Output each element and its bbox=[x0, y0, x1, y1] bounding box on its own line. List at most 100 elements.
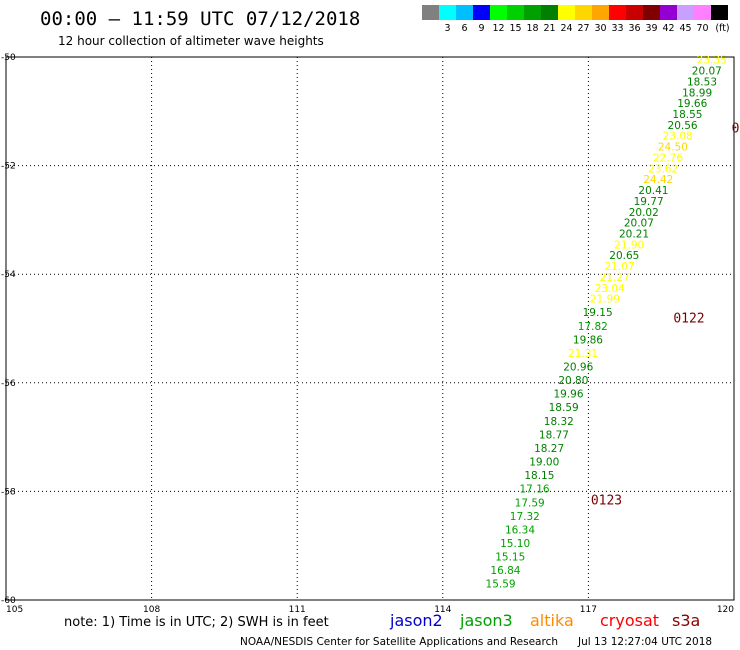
wave-height-value: 18.15 bbox=[524, 470, 554, 482]
satellite-legend-entry: cryosat bbox=[600, 611, 659, 630]
pass-number-label: 0123 bbox=[591, 494, 622, 509]
satellite-legend-entry: altika bbox=[530, 611, 574, 630]
wave-height-value: 22.76 bbox=[653, 152, 683, 164]
color-scale-label: 42 bbox=[662, 23, 674, 34]
color-swatch bbox=[694, 5, 711, 20]
color-swatch bbox=[473, 5, 490, 20]
wave-height-value: 20.56 bbox=[668, 120, 698, 132]
footer-timestamp: Jul 13 12:27:04 UTC 2018 bbox=[577, 636, 712, 648]
y-tick-label: -58 bbox=[1, 487, 16, 497]
color-scale-label: 45 bbox=[679, 23, 691, 34]
color-scale-label: 27 bbox=[577, 23, 589, 34]
plot-area bbox=[5, 56, 735, 601]
wave-height-value: 20.02 bbox=[629, 207, 659, 219]
x-tick-label: 105 bbox=[6, 605, 23, 615]
color-swatch bbox=[677, 5, 694, 20]
x-tick-label: 108 bbox=[143, 605, 160, 615]
chart-subtitle: 12 hour collection of altimeter wave hei… bbox=[58, 34, 324, 48]
wave-height-value: 18.53 bbox=[687, 76, 717, 88]
color-scale-label: (ft) bbox=[715, 23, 729, 34]
wave-height-value: 23.35 bbox=[697, 55, 727, 67]
wave-height-value: 16.84 bbox=[490, 565, 520, 577]
wave-height-value: 24.42 bbox=[643, 174, 673, 186]
color-scale-label: 12 bbox=[492, 23, 504, 34]
color-scale-label: 9 bbox=[478, 23, 484, 34]
satellite-legend: jason2 jason3 altika cryosat s3a bbox=[389, 611, 700, 630]
x-tick-label: 111 bbox=[289, 605, 306, 615]
wave-height-value: 15.10 bbox=[500, 538, 530, 550]
satellite-legend-entry: jason3 bbox=[459, 611, 513, 630]
wave-height-value: 19.86 bbox=[573, 334, 603, 346]
wave-height-value: 20.96 bbox=[563, 362, 593, 374]
color-swatch bbox=[643, 5, 660, 20]
wave-height-value: 23.62 bbox=[648, 163, 678, 175]
color-scale-label: 3 bbox=[444, 23, 450, 34]
color-swatch bbox=[456, 5, 473, 20]
color-swatch bbox=[439, 5, 456, 20]
color-scale-legend: 3 6 9 12 15 18 21 24 27 30 33 36 39 42 45 70 (ft) bbox=[422, 5, 730, 34]
wave-height-value: 19.15 bbox=[583, 307, 613, 319]
wave-height-value: 17.16 bbox=[520, 484, 550, 496]
color-scale-label: 70 bbox=[696, 23, 708, 34]
color-scale-label: 6 bbox=[461, 23, 467, 34]
wave-height-value: 19.96 bbox=[553, 389, 583, 401]
chart-title: 00:00 – 11:59 UTC 07/12/2018 bbox=[40, 8, 360, 30]
wave-height-value: 20.21 bbox=[619, 228, 649, 240]
note-text: note: 1) Time is in UTC; 2) SWH is in fe… bbox=[64, 615, 329, 630]
wave-height-value: 18.77 bbox=[539, 429, 569, 441]
wave-height-value: 23.04 bbox=[595, 283, 625, 295]
y-tick-label: -50 bbox=[1, 53, 16, 63]
wave-height-value: 20.65 bbox=[609, 250, 639, 262]
footer-credit: NOAA/NESDIS Center for Satellite Applica… bbox=[240, 636, 558, 648]
wave-height-value: 18.59 bbox=[549, 402, 579, 414]
y-tick-label: -54 bbox=[1, 270, 16, 280]
x-tick-label: 114 bbox=[434, 605, 451, 615]
y-tick-label: -60 bbox=[1, 596, 16, 606]
wave-height-value: 24.50 bbox=[658, 142, 688, 154]
wave-height-value: 18.99 bbox=[682, 87, 712, 99]
wave-height-value: 17.32 bbox=[510, 511, 540, 523]
wave-height-value: 19.77 bbox=[634, 196, 664, 208]
pass-number-label: 012 bbox=[732, 122, 740, 137]
color-swatch bbox=[711, 5, 728, 20]
color-scale-label: 24 bbox=[560, 23, 572, 34]
color-swatch bbox=[575, 5, 592, 20]
wave-height-value: 21.31 bbox=[568, 348, 598, 360]
color-swatch bbox=[490, 5, 507, 20]
wave-height-value: 21.07 bbox=[604, 261, 634, 273]
wave-height-value: 23.08 bbox=[663, 131, 693, 143]
wave-height-value: 21.90 bbox=[614, 239, 644, 251]
color-scale-label: 18 bbox=[526, 23, 538, 34]
wave-height-value: 18.27 bbox=[534, 443, 564, 455]
satellite-legend-entry: jason2 bbox=[389, 611, 443, 630]
wave-height-value: 19.00 bbox=[529, 457, 559, 469]
color-swatch bbox=[592, 5, 609, 20]
plot-border bbox=[5, 56, 735, 601]
wave-height-value: 15.59 bbox=[486, 579, 516, 591]
wave-height-value: 21.27 bbox=[600, 272, 630, 284]
axis-tick-labels: 105 108 111 114 117 120 -50 -52 -54 -56 -58 -60 bbox=[1, 53, 734, 615]
color-scale-label: 39 bbox=[645, 23, 657, 34]
wave-height-value: 18.55 bbox=[672, 109, 702, 121]
wave-height-value: 19.66 bbox=[677, 98, 707, 110]
pass-labels: 012 0122 0123 bbox=[591, 122, 740, 509]
color-swatch bbox=[558, 5, 575, 20]
color-swatch bbox=[507, 5, 524, 20]
wave-height-value: 20.41 bbox=[638, 185, 668, 197]
pass-number-label: 0122 bbox=[673, 312, 704, 327]
color-swatch bbox=[609, 5, 626, 20]
y-tick-label: -56 bbox=[1, 379, 16, 389]
color-scale-label: 21 bbox=[543, 23, 555, 34]
color-scale-label: 30 bbox=[594, 23, 606, 34]
satellite-legend-entry: s3a bbox=[672, 611, 700, 630]
color-swatch bbox=[524, 5, 541, 20]
wave-height-value: 20.80 bbox=[558, 375, 588, 387]
x-tick-label: 120 bbox=[717, 605, 734, 615]
wave-height-value: 16.34 bbox=[505, 524, 535, 536]
y-tick-label: -52 bbox=[1, 162, 16, 172]
wave-height-value: 17.82 bbox=[578, 321, 608, 333]
grid-lines bbox=[6, 57, 734, 600]
color-scale-label: 15 bbox=[509, 23, 521, 34]
wave-height-labels: 23.3520.0718.5318.9919.6618.5520.5623.08… bbox=[486, 55, 727, 591]
